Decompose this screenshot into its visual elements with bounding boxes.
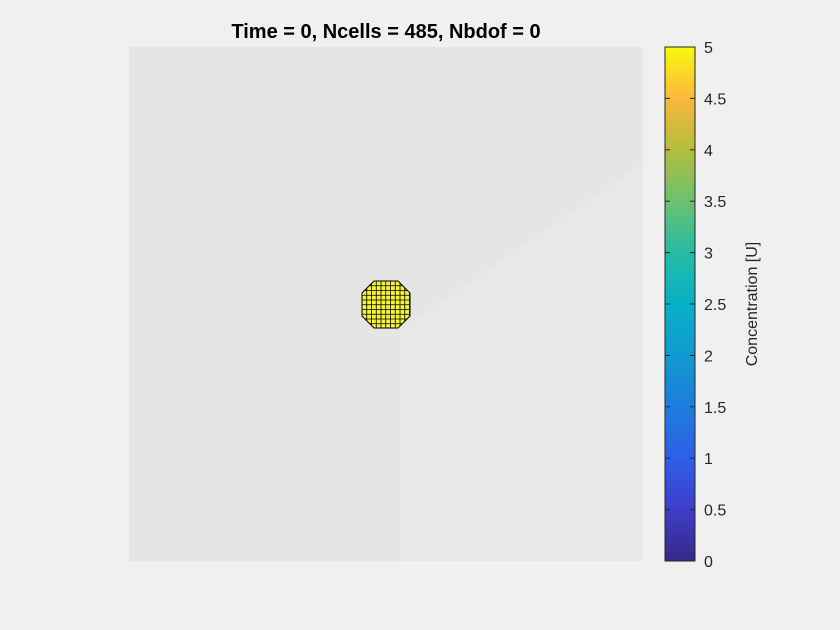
colorbar-tick-labels: 0 0.5 1 1.5 2 2.5 3 3.5 4 4.5 5	[704, 40, 726, 571]
colorbar-tick-label: 3.5	[704, 194, 726, 211]
colorbar-tick-label: 1.5	[704, 400, 726, 417]
shading-artifact	[400, 163, 643, 561]
cell-grid-lines	[362, 281, 410, 328]
colorbar-tick-label: 4.5	[704, 91, 726, 108]
colorbar-label: Concentration [U]	[744, 242, 761, 367]
colorbar-tick-label: 0	[704, 554, 713, 571]
colorbar-tick-label: 1	[704, 451, 713, 468]
colorbar-tick-label: 5	[704, 40, 713, 57]
colorbar-tick-label: 4	[704, 143, 713, 160]
colorbar-tick-label: 2.5	[704, 297, 726, 314]
chart-title: Time = 0, Ncells = 485, Nbdof = 0	[231, 21, 540, 43]
colorbar-ticks	[665, 46, 695, 562]
colorbar-tick-label: 2	[704, 348, 713, 365]
cell-cluster	[361, 280, 411, 329]
colorbar-tick-label: 3	[704, 246, 713, 263]
colorbar-tick-label: 0.5	[704, 503, 726, 520]
